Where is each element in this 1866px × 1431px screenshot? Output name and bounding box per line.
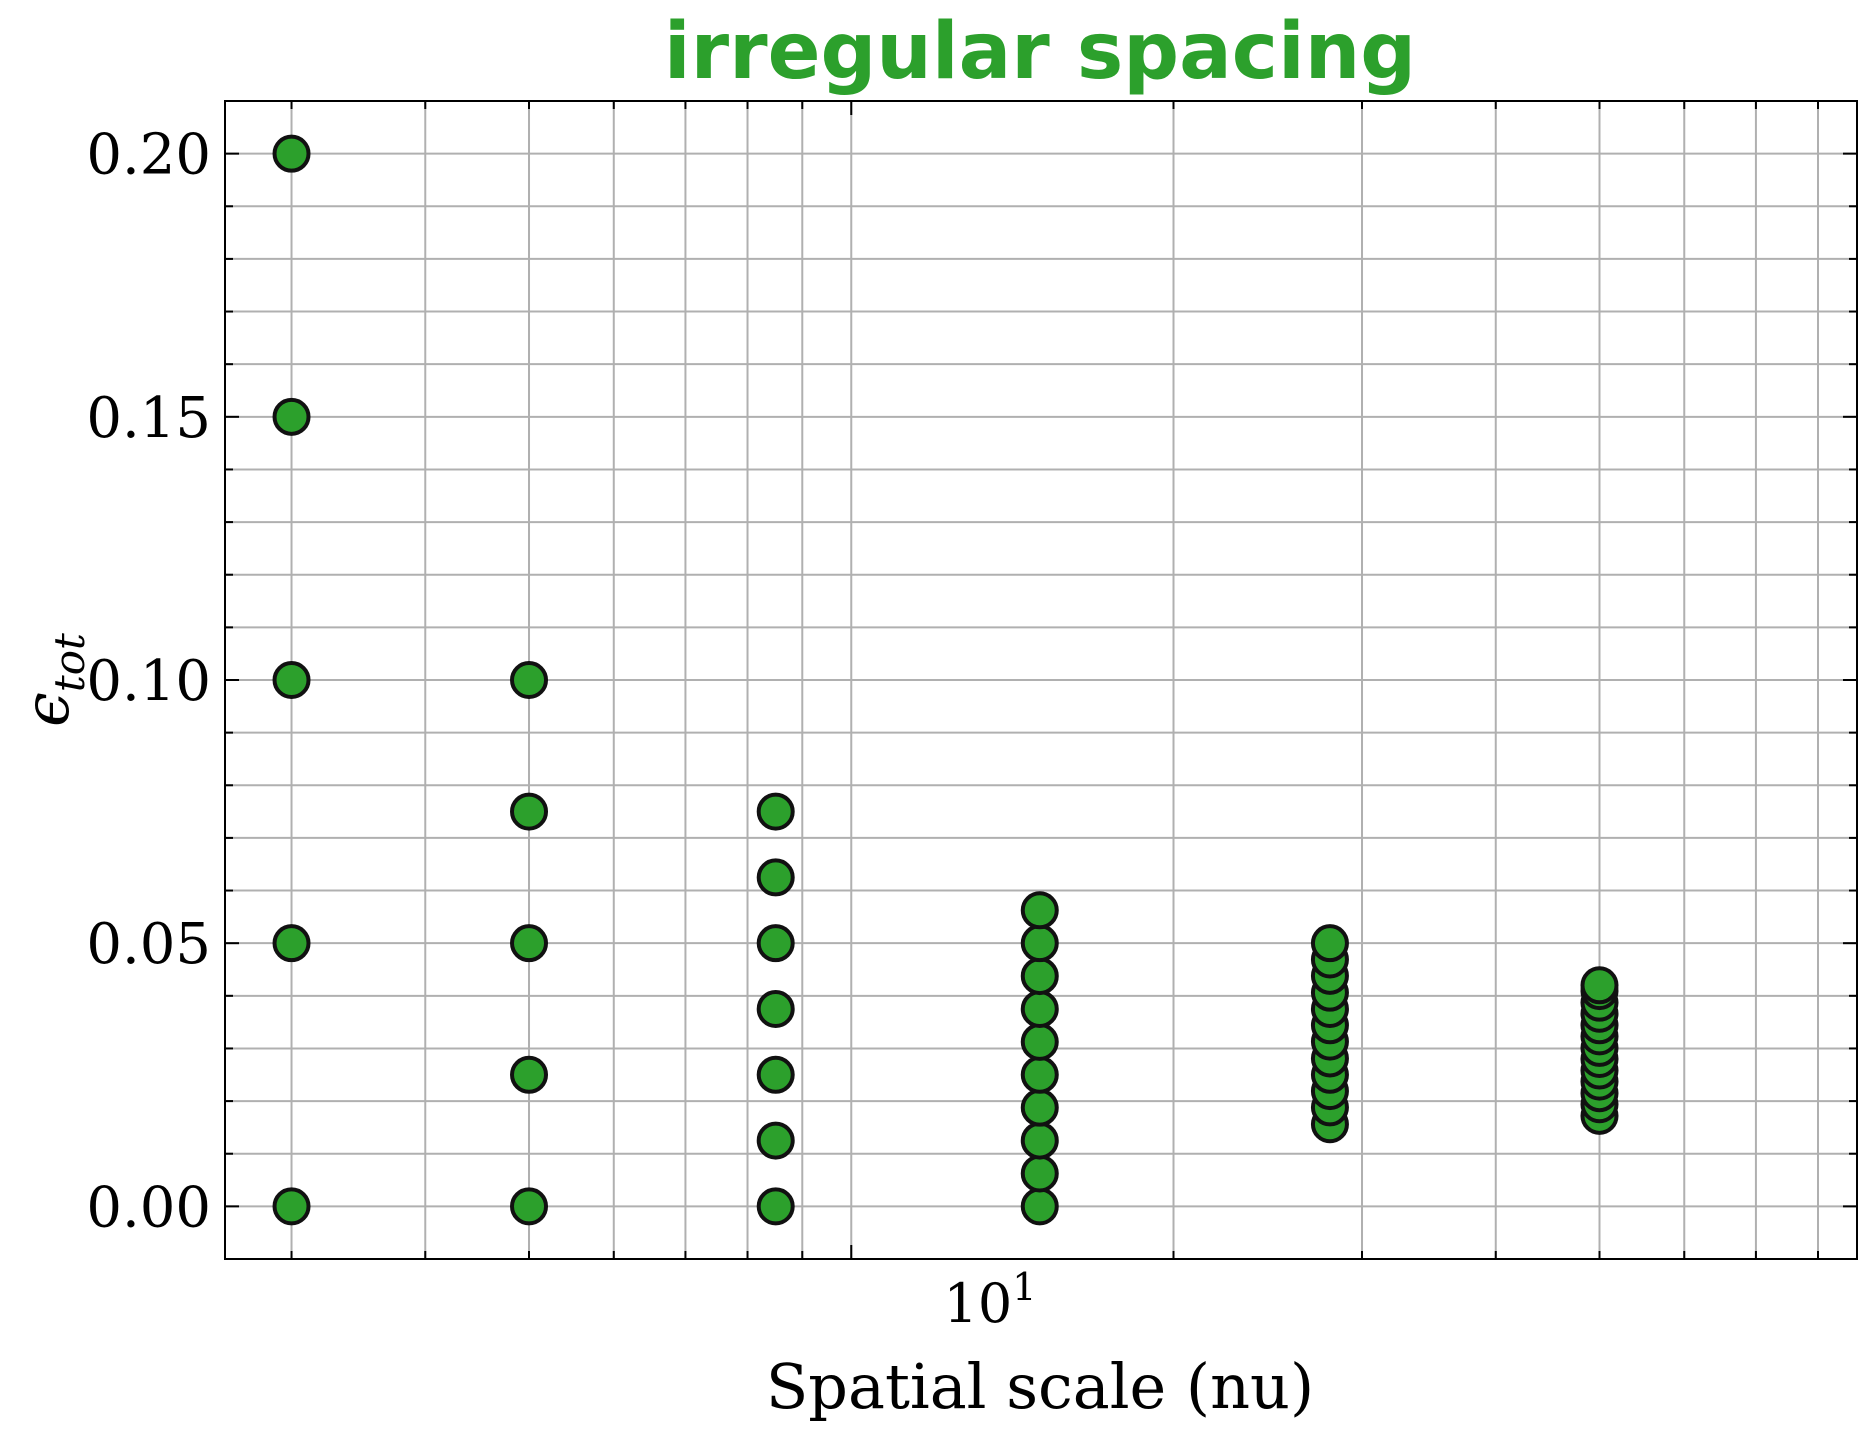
data-point [756,1121,795,1160]
data-point [1020,924,1059,963]
data-point [272,1187,311,1226]
data-point [756,858,795,897]
y-axis-label-subscript: tot [45,633,94,692]
x-tick-label-10: 101 [944,1265,1037,1335]
y-tick-label: 0.05 [86,912,211,977]
data-point [756,1055,795,1094]
data-point [756,989,795,1028]
data-point [1020,1088,1059,1127]
y-tick-label: 0.20 [86,123,211,188]
data-point [510,1187,549,1226]
data-point [272,397,311,436]
data-point [756,1187,795,1226]
data-point [1020,957,1059,996]
y-tick-label: 0.10 [86,649,211,714]
y-axis-label: ϵtot [10,633,94,727]
data-point [510,924,549,963]
data-point [1020,1187,1059,1226]
y-tick-label: 0.15 [86,386,211,451]
chart-title: irregular spacing [664,7,1416,97]
data-point [1020,1022,1059,1061]
y-tick-labels: 0.00 0.05 0.10 0.15 0.20 [86,123,211,1241]
data-point [1310,924,1349,963]
x-axis-label: Spatial scale (nu) [766,1350,1314,1423]
data-point [1580,966,1619,1005]
data-point [510,1055,549,1094]
data-point [1020,1055,1059,1094]
data-points [272,134,1619,1226]
data-point [1020,1154,1059,1193]
data-point [756,792,795,831]
data-point [510,792,549,831]
data-point [1020,891,1059,930]
data-point [272,661,311,699]
data-point [510,661,549,699]
y-tick-label: 0.00 [86,1175,211,1240]
data-point [272,134,311,173]
data-point [1020,989,1059,1028]
x-tick-base: 10 [944,1272,1013,1335]
x-tick-exponent: 1 [1012,1265,1036,1309]
data-point [756,924,795,963]
y-axis-label-main: ϵ [10,692,83,727]
plot-frame [224,100,1858,1260]
data-point [272,924,311,963]
data-point [1020,1121,1059,1160]
